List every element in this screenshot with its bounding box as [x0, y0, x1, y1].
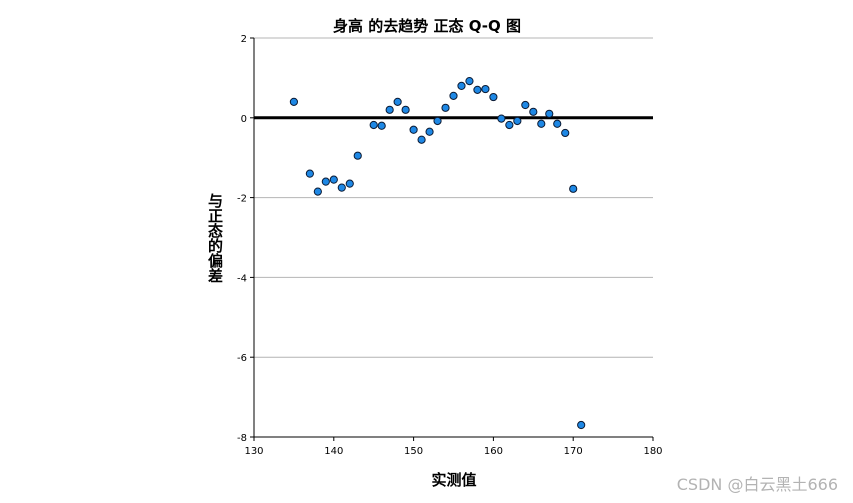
data-point [465, 76, 474, 86]
x-tick-label: 150 [404, 446, 423, 457]
data-point [417, 135, 426, 144]
y-tick-label: -6 [237, 353, 247, 364]
y-axis-label: 与正态的偏差 [206, 193, 224, 283]
axes [250, 37, 654, 441]
data-point [401, 105, 410, 114]
chart-title: 身高 的去趋势 正态 Q-Q 图 [333, 17, 521, 35]
data-point [497, 114, 506, 123]
data-point [385, 105, 394, 114]
data-point [305, 169, 314, 178]
data-point [553, 119, 562, 128]
data-point [369, 120, 378, 130]
y-tick-label: 2 [241, 34, 247, 45]
data-point [577, 420, 586, 430]
data-point [321, 177, 330, 186]
data-point [433, 116, 442, 126]
data-point [289, 97, 298, 106]
data-point [481, 84, 490, 94]
data-point [537, 119, 546, 128]
x-tick-label: 160 [484, 446, 503, 457]
data-point [489, 92, 498, 102]
data-points [289, 76, 586, 430]
data-point [337, 183, 346, 192]
watermark: CSDN @白云黑土666 [677, 475, 838, 494]
x-tick-label: 140 [324, 446, 343, 457]
data-point [545, 109, 554, 118]
data-point [353, 151, 362, 160]
data-point [425, 127, 434, 136]
data-point [529, 107, 538, 116]
data-point [521, 100, 530, 110]
data-point [313, 187, 322, 196]
x-tick-label: 170 [564, 446, 583, 457]
y-tick-label: -2 [237, 194, 247, 205]
data-point [449, 91, 458, 100]
data-point [457, 81, 466, 90]
tick-labels: 2 0 -2 -4 -6 -8 130 140 150 160 170 180 [237, 34, 663, 457]
y-tick-label: -4 [237, 273, 247, 284]
data-point [377, 121, 386, 130]
data-point [345, 179, 354, 188]
data-point [505, 120, 514, 130]
data-point [561, 128, 570, 138]
data-point [473, 85, 482, 94]
data-point [441, 103, 450, 112]
data-point [329, 175, 338, 184]
x-tick-label: 180 [643, 446, 662, 457]
data-point [393, 97, 402, 106]
x-axis-label: 实测值 [431, 471, 476, 489]
x-tick-label: 130 [244, 446, 263, 457]
data-point [513, 116, 522, 126]
y-tick-label: -8 [237, 433, 247, 444]
data-point [409, 125, 418, 134]
y-tick-label: 0 [241, 114, 247, 125]
data-point [569, 184, 578, 193]
